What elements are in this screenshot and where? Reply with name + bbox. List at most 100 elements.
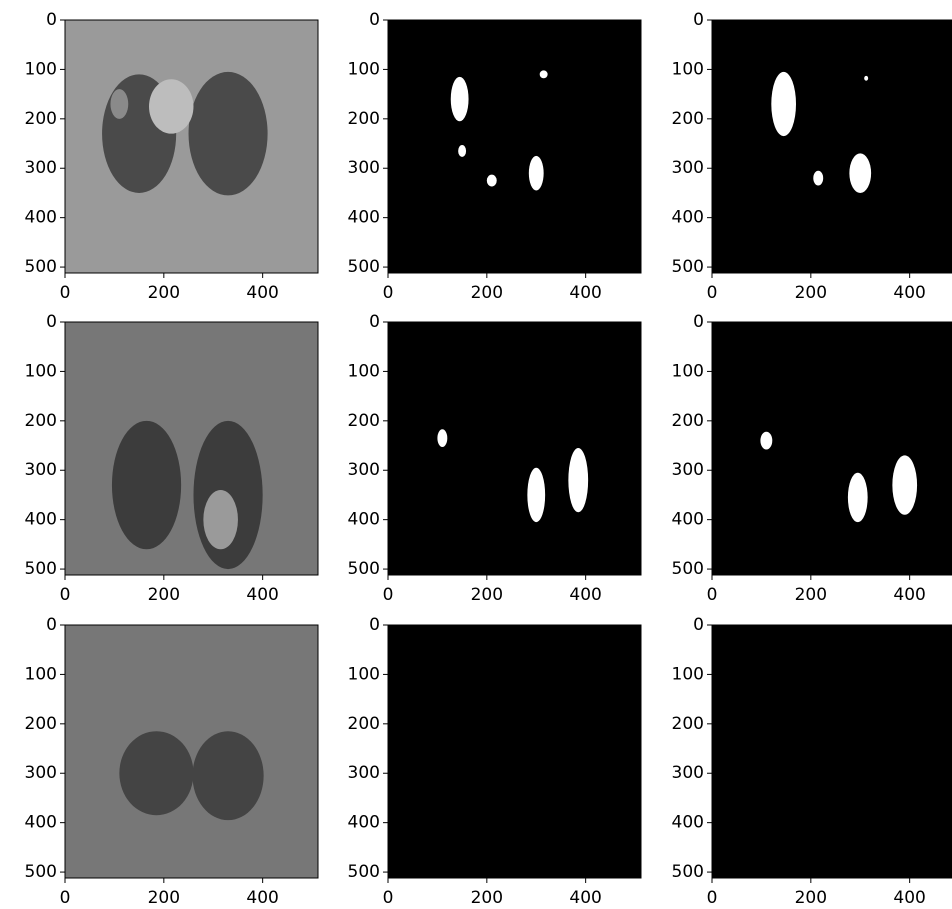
image-region xyxy=(487,175,497,187)
subplot: 0 200 400 0 100 200 300 400 500 xyxy=(348,10,641,303)
image xyxy=(712,625,952,878)
y-tick-label: 400 xyxy=(25,510,57,530)
y-tick-label: 500 xyxy=(348,559,380,579)
y-tick-label: 0 xyxy=(46,312,57,332)
y-tick-label: 100 xyxy=(348,59,380,79)
x-tick-label: 400 xyxy=(246,283,278,303)
subplot: 02004000100200300400500 xyxy=(672,10,952,303)
x-tick-label: 200 xyxy=(471,283,503,303)
y-tick-label: 200 xyxy=(348,714,380,734)
image-region xyxy=(192,731,263,820)
x-tick-label: 0 xyxy=(707,888,718,908)
x-tick-label: 200 xyxy=(148,283,180,303)
x-tick-label: 400 xyxy=(569,283,601,303)
x-tick-label: 200 xyxy=(471,585,503,605)
x-tick-label: 400 xyxy=(893,283,925,303)
image xyxy=(65,322,318,575)
y-tick-label: 300 xyxy=(672,158,704,178)
y-tick-label: 0 xyxy=(369,312,380,332)
x-tick-label: 0 xyxy=(707,585,718,605)
image-region xyxy=(112,421,181,549)
y-tick-label: 400 xyxy=(672,813,704,833)
y-tick-label: 0 xyxy=(369,10,380,30)
y-tick-label: 300 xyxy=(25,460,57,480)
x-tick-label: 400 xyxy=(893,888,925,908)
y-tick-label: 300 xyxy=(348,763,380,783)
x-tick-label: 0 xyxy=(383,585,394,605)
x-tick-label: 200 xyxy=(795,888,827,908)
y-tick-label: 0 xyxy=(46,615,57,635)
y-tick-label: 0 xyxy=(693,615,704,635)
image-region xyxy=(568,448,588,512)
x-tick-label: 400 xyxy=(246,888,278,908)
image-region xyxy=(892,455,917,514)
image-region xyxy=(540,70,548,78)
image-region xyxy=(529,156,544,191)
x-tick-label: 200 xyxy=(795,283,827,303)
subplot: 02004000100200300400500 xyxy=(25,312,318,605)
y-tick-label: 400 xyxy=(25,208,57,228)
y-tick-label: 500 xyxy=(348,257,380,277)
y-tick-label: 300 xyxy=(672,763,704,783)
y-tick-label: 200 xyxy=(25,714,57,734)
y-tick-label: 400 xyxy=(348,208,380,228)
image xyxy=(712,20,952,273)
y-tick-label: 500 xyxy=(672,559,704,579)
figure: 0200400010020030040050002004000100200300… xyxy=(0,0,952,909)
y-tick-label: 0 xyxy=(46,10,57,30)
y-tick-label: 100 xyxy=(348,361,380,381)
y-tick-label: 400 xyxy=(25,813,57,833)
subplot: 02004000100200300400500 xyxy=(348,615,641,908)
y-tick-label: 100 xyxy=(672,664,704,684)
x-tick-label: 400 xyxy=(569,585,601,605)
image xyxy=(712,322,952,575)
y-tick-label: 100 xyxy=(25,59,57,79)
y-tick-label: 500 xyxy=(25,559,57,579)
y-tick-label: 200 xyxy=(25,109,57,129)
y-tick-label: 300 xyxy=(348,158,380,178)
y-tick-label: 0 xyxy=(693,10,704,30)
image-region xyxy=(864,76,868,81)
image-region xyxy=(458,145,466,157)
image xyxy=(65,625,318,878)
x-tick-label: 0 xyxy=(60,585,71,605)
image-region xyxy=(760,432,772,450)
image xyxy=(388,20,641,273)
y-tick-label: 200 xyxy=(672,714,704,734)
image-region xyxy=(771,72,796,136)
y-tick-label: 100 xyxy=(672,361,704,381)
y-tick-label: 100 xyxy=(672,59,704,79)
y-tick-label: 500 xyxy=(672,862,704,882)
image-region xyxy=(527,468,545,522)
image-region xyxy=(849,153,871,193)
x-tick-label: 0 xyxy=(383,888,394,908)
y-tick-label: 200 xyxy=(348,411,380,431)
y-tick-label: 500 xyxy=(25,257,57,277)
x-tick-label: 0 xyxy=(60,888,71,908)
y-tick-label: 0 xyxy=(369,615,380,635)
image-region xyxy=(437,429,447,447)
y-tick-label: 400 xyxy=(672,510,704,530)
y-tick-label: 200 xyxy=(348,109,380,129)
y-tick-label: 200 xyxy=(672,411,704,431)
x-tick-label: 200 xyxy=(471,888,503,908)
image-region xyxy=(110,89,128,119)
x-tick-label: 200 xyxy=(148,585,180,605)
y-tick-label: 500 xyxy=(25,862,57,882)
y-tick-label: 400 xyxy=(672,208,704,228)
image xyxy=(388,625,641,878)
x-tick-label: 0 xyxy=(383,283,394,303)
y-tick-label: 300 xyxy=(25,158,57,178)
subplot: 0 200 400 0 100 200 300 400 500 xyxy=(672,615,952,908)
y-tick-label: 200 xyxy=(672,109,704,129)
image-region xyxy=(203,490,238,549)
y-tick-label: 100 xyxy=(348,664,380,684)
y-tick-label: 0 xyxy=(693,312,704,332)
y-tick-label: 200 xyxy=(25,411,57,431)
y-tick-label: 300 xyxy=(25,763,57,783)
y-tick-label: 300 xyxy=(348,460,380,480)
